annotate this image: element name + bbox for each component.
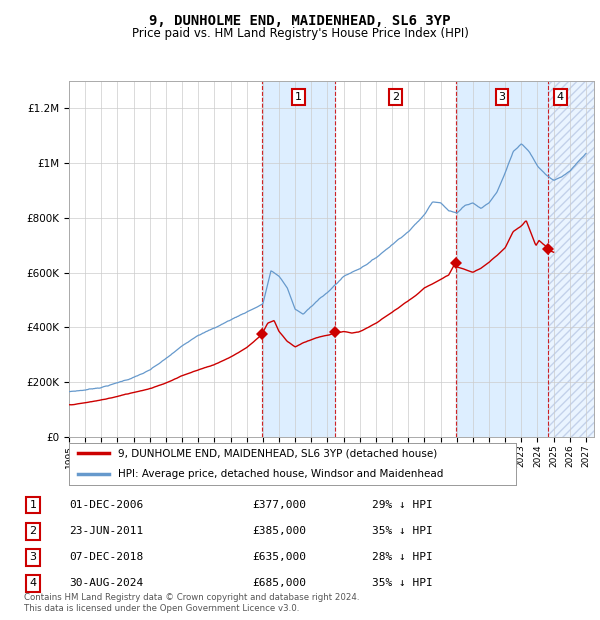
Text: 2: 2 [29,526,37,536]
Text: 2: 2 [392,92,399,102]
Text: 01-DEC-2006: 01-DEC-2006 [69,500,143,510]
Text: 9, DUNHOLME END, MAIDENHEAD, SL6 3YP (detached house): 9, DUNHOLME END, MAIDENHEAD, SL6 3YP (de… [118,448,437,458]
Text: £635,000: £635,000 [252,552,306,562]
Text: 07-DEC-2018: 07-DEC-2018 [69,552,143,562]
Text: Price paid vs. HM Land Registry's House Price Index (HPI): Price paid vs. HM Land Registry's House … [131,27,469,40]
Bar [262,81,335,437]
Text: 35% ↓ HPI: 35% ↓ HPI [372,526,433,536]
Text: 29% ↓ HPI: 29% ↓ HPI [372,500,433,510]
Text: HPI: Average price, detached house, Windsor and Maidenhead: HPI: Average price, detached house, Wind… [118,469,443,479]
Text: 1: 1 [29,500,37,510]
Text: £385,000: £385,000 [252,526,306,536]
Text: 9, DUNHOLME END, MAIDENHEAD, SL6 3YP: 9, DUNHOLME END, MAIDENHEAD, SL6 3YP [149,14,451,29]
Text: 3: 3 [29,552,37,562]
Text: 28% ↓ HPI: 28% ↓ HPI [372,552,433,562]
Text: 4: 4 [557,92,564,102]
Text: £377,000: £377,000 [252,500,306,510]
Text: 30-AUG-2024: 30-AUG-2024 [69,578,143,588]
Text: Contains HM Land Registry data © Crown copyright and database right 2024.
This d: Contains HM Land Registry data © Crown c… [24,593,359,613]
Text: 35% ↓ HPI: 35% ↓ HPI [372,578,433,588]
Text: £685,000: £685,000 [252,578,306,588]
Text: 1: 1 [295,92,302,102]
Text: 23-JUN-2011: 23-JUN-2011 [69,526,143,536]
Text: 4: 4 [29,578,37,588]
Text: 3: 3 [499,92,505,102]
Bar [455,81,548,437]
Bar [548,81,594,437]
